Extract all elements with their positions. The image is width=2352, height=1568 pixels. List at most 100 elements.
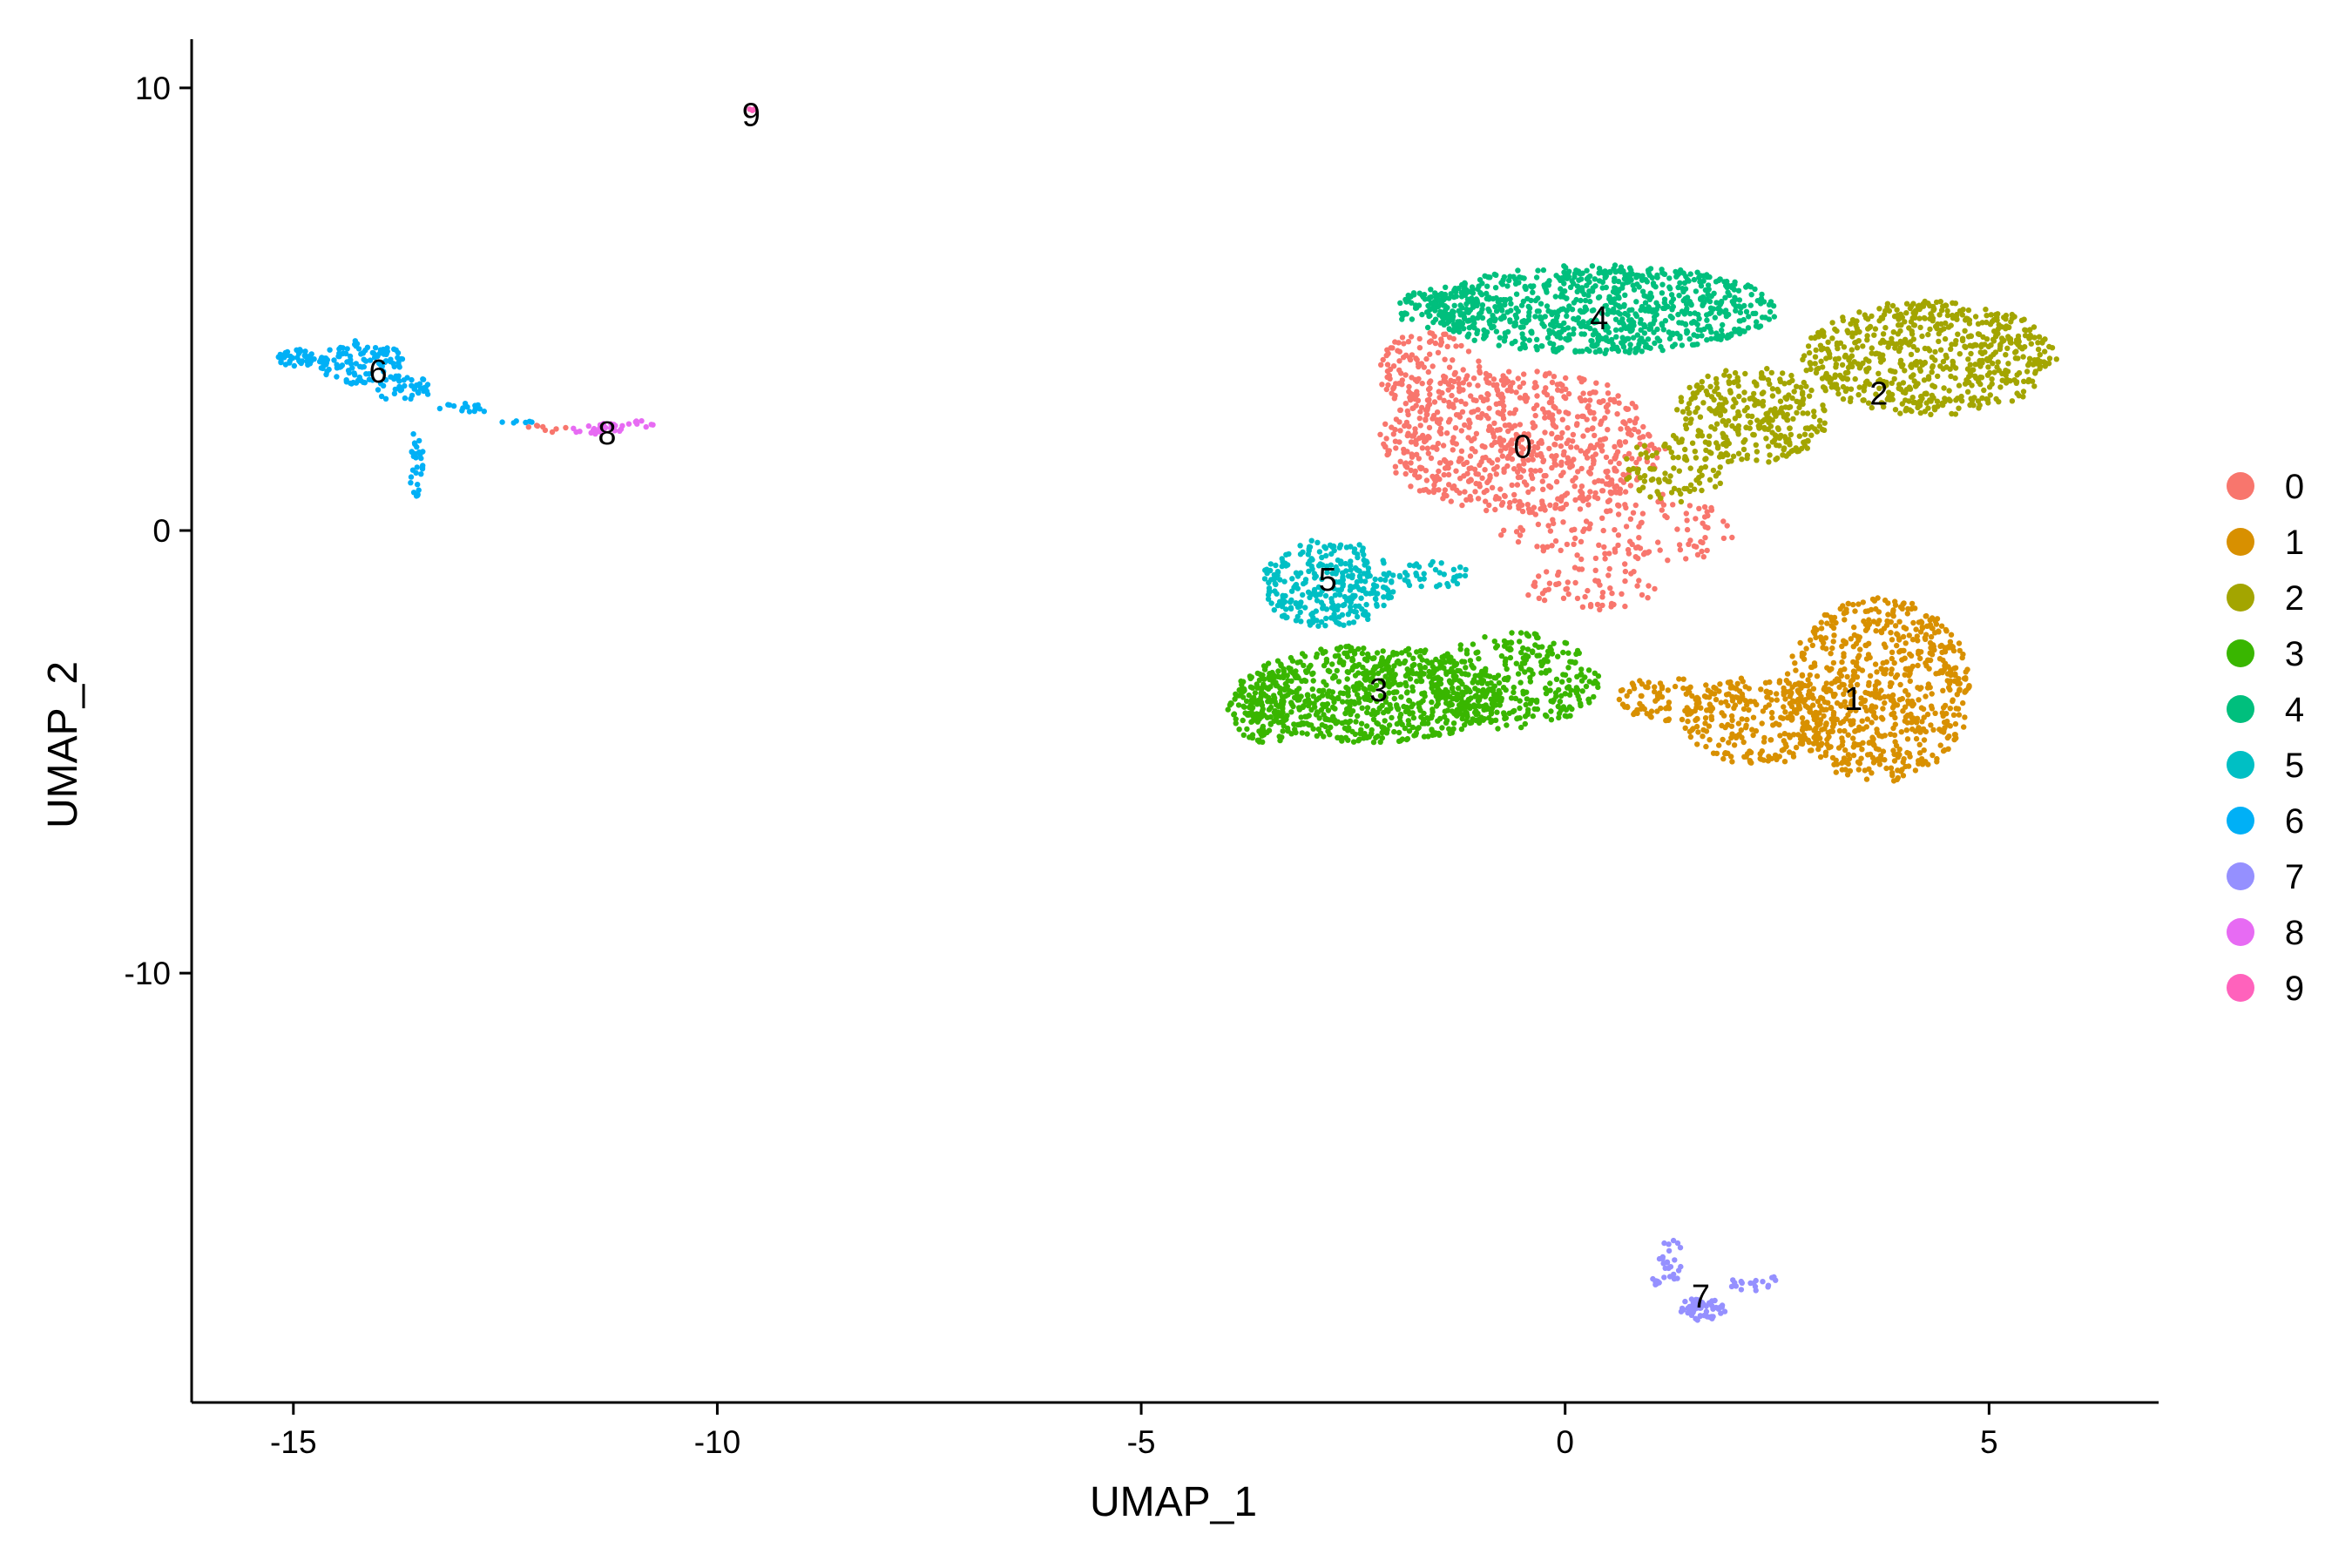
point-cluster-3 bbox=[1260, 727, 1266, 733]
point-cluster-3 bbox=[1464, 703, 1471, 709]
point-cluster-2 bbox=[1781, 434, 1788, 440]
point-cluster-3 bbox=[1579, 688, 1585, 694]
point-cluster-2 bbox=[2009, 398, 2016, 404]
point-cluster-3 bbox=[1231, 712, 1237, 718]
point-cluster-2 bbox=[1789, 377, 1795, 383]
point-cluster-4 bbox=[1669, 343, 1676, 349]
point-cluster-3 bbox=[1444, 651, 1450, 657]
point-cluster-3 bbox=[1399, 650, 1405, 656]
point-cluster-1 bbox=[1676, 676, 1682, 682]
point-cluster-3 bbox=[1327, 668, 1333, 674]
point-cluster-0 bbox=[1423, 407, 1429, 414]
point-cluster-0 bbox=[1468, 393, 1474, 399]
point-cluster-2 bbox=[1754, 400, 1760, 407]
point-cluster-0 bbox=[534, 422, 541, 429]
point-cluster-2 bbox=[1950, 300, 1956, 306]
point-cluster-1 bbox=[1947, 706, 1953, 712]
point-cluster-0 bbox=[1416, 416, 1423, 422]
point-cluster-0 bbox=[1622, 489, 1629, 495]
point-cluster-0 bbox=[1379, 382, 1385, 388]
point-cluster-2 bbox=[1812, 354, 1819, 360]
point-cluster-2 bbox=[1839, 362, 1846, 368]
point-cluster-1 bbox=[1903, 714, 1909, 720]
point-cluster-0 bbox=[1608, 477, 1615, 483]
point-cluster-1 bbox=[1740, 739, 1747, 746]
point-cluster-2 bbox=[1773, 456, 1779, 463]
point-cluster-2 bbox=[2007, 378, 2013, 384]
point-cluster-2 bbox=[1689, 440, 1696, 446]
point-cluster-4 bbox=[1589, 338, 1595, 344]
point-cluster-3 bbox=[1496, 679, 1503, 686]
point-cluster-0 bbox=[1409, 405, 1416, 411]
point-cluster-1 bbox=[1799, 715, 1806, 721]
point-cluster-3 bbox=[1327, 732, 1333, 738]
point-cluster-4 bbox=[1770, 303, 1777, 309]
point-cluster-1 bbox=[1932, 710, 1938, 716]
point-cluster-3 bbox=[1321, 662, 1328, 669]
point-cluster-0 bbox=[1579, 604, 1586, 610]
point-cluster-0 bbox=[1639, 510, 1646, 517]
point-cluster-3 bbox=[1264, 729, 1270, 736]
point-cluster-3 bbox=[1344, 706, 1350, 713]
point-cluster-3 bbox=[1430, 670, 1436, 677]
point-cluster-1 bbox=[1877, 695, 1883, 701]
point-cluster-0 bbox=[1699, 548, 1705, 555]
point-cluster-0 bbox=[1612, 465, 1618, 471]
point-cluster-1 bbox=[1743, 722, 1749, 728]
point-cluster-3 bbox=[1578, 666, 1585, 672]
point-cluster-0 bbox=[1582, 593, 1588, 600]
point-cluster-3 bbox=[1299, 678, 1305, 684]
point-cluster-2 bbox=[1806, 393, 1813, 399]
point-cluster-3 bbox=[1339, 738, 1345, 744]
point-cluster-0 bbox=[1576, 566, 1582, 572]
point-cluster-1 bbox=[1905, 763, 1912, 769]
point-cluster-2 bbox=[1947, 366, 1953, 372]
point-cluster-4 bbox=[1501, 338, 1508, 344]
point-cluster-4 bbox=[1496, 342, 1502, 348]
point-cluster-1 bbox=[1716, 742, 1722, 748]
point-cluster-2 bbox=[1952, 375, 1958, 382]
point-cluster-1 bbox=[1924, 711, 1931, 718]
point-cluster-1 bbox=[1916, 648, 1922, 654]
point-cluster-0 bbox=[1385, 382, 1391, 389]
point-cluster-2 bbox=[1717, 410, 1723, 416]
point-cluster-2 bbox=[1937, 299, 1943, 305]
point-cluster-2 bbox=[1671, 465, 1677, 471]
point-cluster-4 bbox=[1584, 346, 1591, 353]
point-cluster-2 bbox=[1713, 375, 1720, 382]
point-cluster-1 bbox=[1798, 693, 1804, 700]
point-cluster-0 bbox=[1640, 423, 1646, 430]
point-cluster-1 bbox=[1909, 600, 1916, 607]
point-cluster-2 bbox=[1707, 433, 1713, 439]
point-cluster-4 bbox=[1493, 272, 1499, 278]
point-cluster-2 bbox=[1811, 413, 1817, 420]
point-cluster-0 bbox=[1392, 392, 1398, 399]
point-cluster-4 bbox=[1537, 314, 1544, 320]
point-cluster-1 bbox=[1648, 708, 1655, 714]
point-cluster-1 bbox=[1829, 723, 1836, 730]
point-cluster-1 bbox=[1708, 704, 1715, 711]
point-cluster-0 bbox=[1622, 578, 1628, 585]
point-cluster-0 bbox=[1446, 403, 1452, 409]
point-cluster-1 bbox=[1940, 705, 1947, 711]
point-cluster-0 bbox=[1605, 427, 1611, 433]
point-cluster-3 bbox=[1421, 690, 1428, 696]
point-cluster-1 bbox=[1853, 640, 1860, 647]
point-cluster-2 bbox=[1853, 339, 1859, 346]
point-cluster-3 bbox=[1235, 702, 1242, 708]
point-cluster-3 bbox=[1346, 725, 1352, 731]
point-cluster-1 bbox=[1938, 642, 1944, 649]
point-cluster-4 bbox=[1493, 328, 1500, 335]
point-cluster-0 bbox=[1530, 486, 1536, 492]
point-cluster-0 bbox=[1538, 453, 1544, 460]
point-cluster-1 bbox=[1910, 619, 1916, 626]
point-cluster-1 bbox=[1889, 692, 1896, 699]
point-cluster-3 bbox=[1288, 709, 1294, 715]
point-cluster-4 bbox=[1564, 308, 1571, 314]
point-cluster-1 bbox=[1874, 729, 1881, 736]
point-cluster-1 bbox=[1880, 660, 1886, 666]
point-cluster-2 bbox=[1943, 352, 1949, 359]
point-cluster-0 bbox=[1724, 523, 1730, 529]
point-cluster-3 bbox=[1585, 696, 1592, 702]
point-cluster-0 bbox=[1477, 462, 1483, 469]
